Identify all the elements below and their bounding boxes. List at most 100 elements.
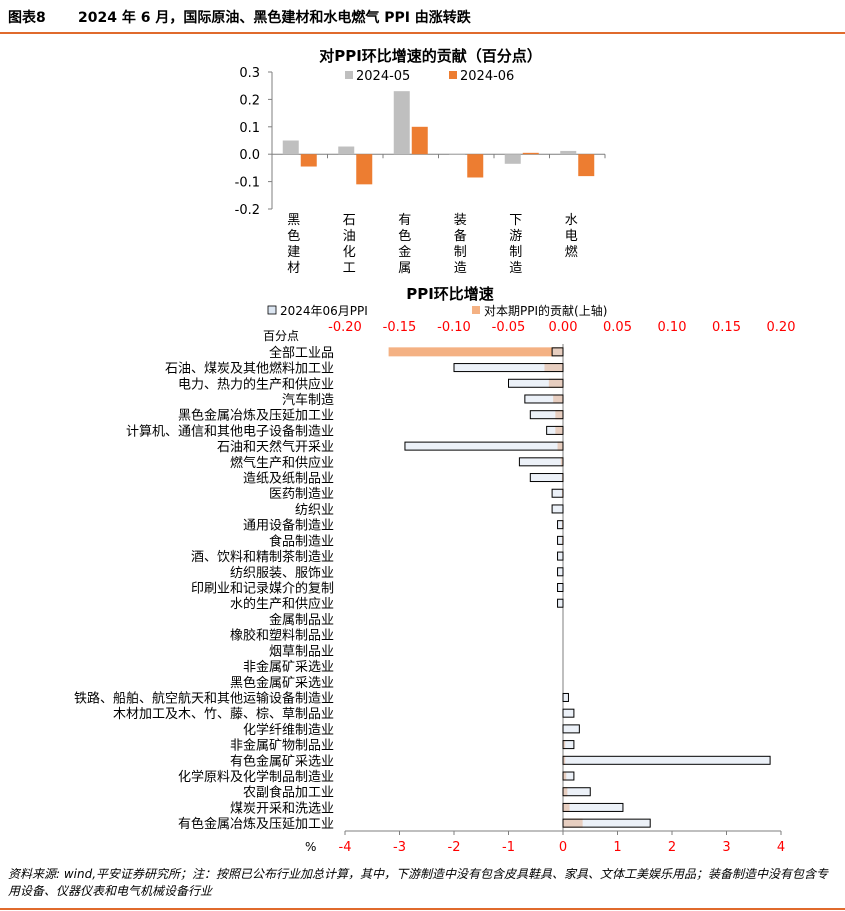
industry-label: 烟草制品业 bbox=[269, 644, 334, 659]
industry-ppi-chart: PPI环比增速 2024年06月PPI 对本期PPI的贡献(上轴) 百分点% -0.20… bbox=[74, 285, 795, 855]
ppi-bar bbox=[557, 520, 564, 530]
bottom-tick-label: 2 bbox=[668, 840, 676, 855]
legend-label: 对本期PPI的贡献(上轴) bbox=[484, 303, 607, 318]
bar-2024-05 bbox=[282, 140, 299, 155]
ppi-bar bbox=[518, 457, 564, 467]
industry-label: 农副食品加工业 bbox=[243, 785, 334, 801]
ppi-bar bbox=[551, 347, 564, 357]
top-tick-label: 0.15 bbox=[712, 320, 741, 335]
industry-label: 黑色金属矿采选业 bbox=[230, 675, 334, 691]
bar-2024-06 bbox=[356, 154, 373, 185]
industry-label: 木材加工及木、竹、藤、棕、草制品业 bbox=[113, 707, 334, 722]
ppi-bar bbox=[562, 692, 569, 702]
ppi-bar bbox=[551, 504, 564, 514]
figure-header: 图表8 2024 年 6 月，国际原油、黑色建材和水电燃气 PPI 由涨转跌 bbox=[0, 0, 845, 34]
legend-swatch bbox=[267, 305, 277, 315]
ppi-bar bbox=[508, 378, 564, 388]
bottom-tick-label: -1 bbox=[502, 840, 515, 855]
category-label: 有色金属 bbox=[398, 213, 411, 276]
source-note: 资料来源: wind,平安证券研究所；注：按照已公布行业加总计算，其中，下游制造… bbox=[8, 867, 829, 898]
chart2-title: PPI环比增速 bbox=[406, 285, 494, 303]
top-tick-label: -0.15 bbox=[383, 320, 417, 335]
bar-2024-06 bbox=[522, 152, 539, 155]
industry-label: 燃气生产和供应业 bbox=[230, 455, 334, 471]
bar-2024-05 bbox=[449, 154, 466, 155]
industry-label: 全部工业品 bbox=[269, 345, 334, 361]
bar-2024-06 bbox=[467, 154, 484, 178]
industry-label: 有色金属冶炼及压延加工业 bbox=[178, 816, 334, 832]
ppi-bar bbox=[557, 551, 564, 561]
industry-label: 食品制造业 bbox=[269, 533, 334, 549]
category-label: 水电燃 bbox=[565, 213, 578, 260]
bottom-tick-label: -2 bbox=[448, 840, 461, 855]
legend-label: 2024-06 bbox=[460, 69, 514, 84]
ppi-bar bbox=[546, 425, 564, 435]
contribution-bar bbox=[388, 347, 563, 357]
ppi-bar bbox=[562, 771, 575, 781]
figure-title: 2024 年 6 月，国际原油、黑色建材和水电燃气 PPI 由涨转跌 bbox=[78, 10, 471, 26]
ppi-bar bbox=[557, 583, 564, 592]
industry-label: 非金属矿采选业 bbox=[243, 659, 334, 675]
industry-label: 纺织业 bbox=[295, 503, 334, 518]
legend-label: 2024-05 bbox=[356, 69, 410, 84]
ppi-bar bbox=[562, 724, 580, 734]
ppi-bar bbox=[562, 708, 575, 718]
ppi-bar bbox=[557, 535, 564, 545]
ppi-bar bbox=[529, 410, 564, 420]
industry-label: 黑色金属冶炼及压延加工业 bbox=[178, 408, 334, 424]
ppi-bar bbox=[404, 441, 564, 451]
bottom-rule bbox=[0, 908, 845, 910]
ppi-bar bbox=[557, 567, 564, 577]
bottom-tick-label: 4 bbox=[777, 840, 785, 855]
ppi-bar bbox=[529, 473, 564, 483]
y-tick-label: -0.2 bbox=[235, 203, 260, 218]
ppi-bar bbox=[562, 787, 591, 797]
bottom-unit-label: % bbox=[305, 840, 316, 854]
bottom-tick-label: -3 bbox=[393, 840, 406, 855]
legend-swatch bbox=[472, 306, 480, 314]
industry-label: 铁路、船舶、航空航天和其他运输设备制造业 bbox=[74, 690, 334, 706]
industry-label: 医药制造业 bbox=[269, 487, 334, 502]
industry-label: 橡胶和塑料制品业 bbox=[230, 628, 334, 644]
bottom-tick-label: 1 bbox=[613, 840, 621, 855]
industry-label: 水的生产和供应业 bbox=[230, 596, 334, 612]
legend-swatch bbox=[449, 71, 457, 79]
bar-2024-06 bbox=[411, 126, 428, 155]
top-tick-label: 0.00 bbox=[549, 320, 578, 335]
top-tick-label: 0.10 bbox=[658, 320, 687, 335]
industry-label: 石油和天然气开采业 bbox=[217, 439, 334, 455]
category-label: 装备制造 bbox=[454, 213, 467, 276]
bar-2024-05 bbox=[338, 146, 355, 155]
y-tick-label: 0.3 bbox=[239, 66, 260, 81]
bar-2024-05 bbox=[560, 150, 577, 155]
industry-label: 汽车制造 bbox=[282, 392, 334, 408]
y-tick-label: 0.2 bbox=[239, 93, 260, 108]
y-tick-label: -0.1 bbox=[235, 176, 260, 191]
ppi-bar bbox=[557, 598, 564, 608]
top-tick-label: 0.05 bbox=[603, 320, 632, 335]
industry-label: 电力、热力的生产和供应业 bbox=[178, 376, 334, 392]
ppi-bar bbox=[524, 394, 564, 404]
top-tick-label: -0.10 bbox=[437, 320, 471, 335]
industry-label: 石油、煤炭及其他燃料加工业 bbox=[165, 361, 334, 377]
ppi-bar bbox=[453, 363, 564, 373]
industry-label: 化学纤维制造业 bbox=[243, 722, 334, 738]
y-tick-label: 0.0 bbox=[239, 148, 260, 163]
ppi-bar bbox=[562, 818, 651, 828]
ppi-bar bbox=[562, 755, 771, 765]
y-tick-label: 0.1 bbox=[239, 121, 260, 136]
industry-label: 化学原料及化学制品制造业 bbox=[178, 769, 334, 785]
industry-label: 有色金属矿采选业 bbox=[230, 753, 334, 769]
bar-2024-05 bbox=[504, 154, 521, 164]
top-tick-label: 0.20 bbox=[767, 320, 796, 335]
industry-label: 煤炭开采和洗选业 bbox=[230, 801, 334, 816]
category-label: 下游制造 bbox=[509, 213, 522, 276]
legend-label: 2024年06月PPI bbox=[280, 304, 368, 318]
bar-2024-06 bbox=[578, 154, 595, 177]
industry-label: 非金属矿物制品业 bbox=[230, 738, 334, 754]
top-tick-label: -0.05 bbox=[492, 320, 526, 335]
bottom-tick-label: 0 bbox=[559, 840, 567, 855]
ppi-bar bbox=[562, 802, 624, 812]
bottom-tick-label: -4 bbox=[339, 840, 352, 855]
